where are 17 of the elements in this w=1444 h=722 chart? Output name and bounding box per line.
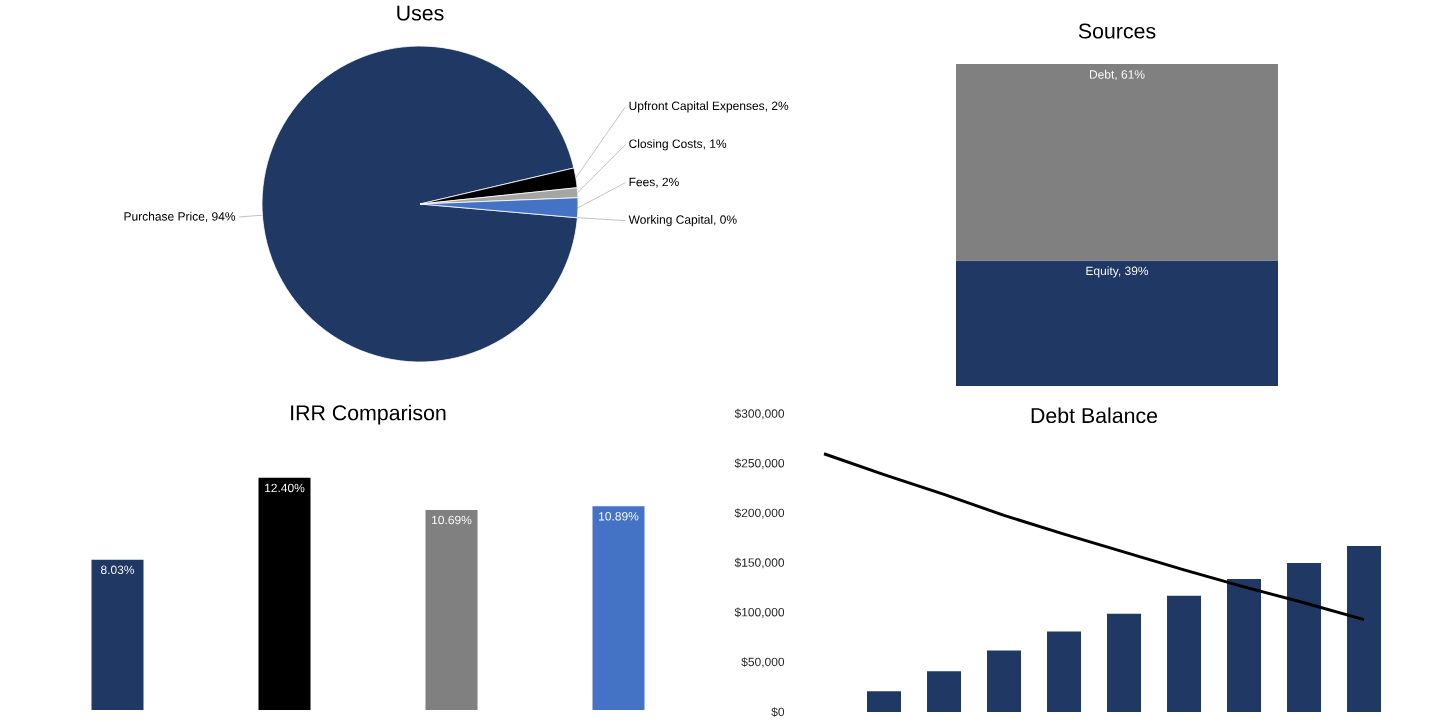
bar: [258, 477, 311, 711]
bar: [1167, 595, 1202, 713]
bar: [91, 559, 144, 711]
bar: [1347, 546, 1382, 713]
bar: [1227, 578, 1262, 713]
bar: [1047, 631, 1082, 713]
bar: [987, 650, 1022, 713]
chart-title: IRR Comparison: [291, 404, 446, 425]
chart-title: Uses: [397, 5, 444, 21]
chart-title: Sources: [1078, 23, 1156, 39]
bar: [927, 671, 962, 713]
bar: [425, 509, 478, 711]
chart-title: Debt Balance: [1031, 407, 1158, 424]
bar: [867, 691, 902, 713]
bar: [1107, 613, 1142, 713]
bar: [592, 506, 645, 711]
bar: [1287, 563, 1322, 713]
